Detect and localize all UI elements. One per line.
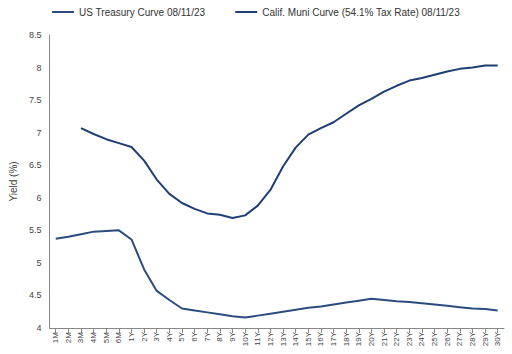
svg-text:13Y: 13Y bbox=[279, 331, 288, 346]
svg-text:19Y: 19Y bbox=[354, 331, 363, 346]
svg-text:8Y: 8Y bbox=[215, 331, 224, 341]
svg-text:26Y: 26Y bbox=[443, 331, 452, 346]
svg-text:15Y: 15Y bbox=[304, 331, 313, 346]
svg-text:17Y: 17Y bbox=[329, 331, 338, 346]
svg-text:25Y: 25Y bbox=[430, 331, 439, 346]
svg-text:5.5: 5.5 bbox=[29, 225, 42, 235]
svg-text:18Y: 18Y bbox=[342, 331, 351, 346]
svg-text:20Y: 20Y bbox=[367, 331, 376, 346]
svg-text:5: 5 bbox=[36, 258, 41, 268]
svg-text:24Y: 24Y bbox=[417, 331, 426, 346]
svg-text:11Y: 11Y bbox=[253, 331, 262, 345]
svg-text:9Y: 9Y bbox=[228, 331, 237, 341]
svg-text:22Y: 22Y bbox=[392, 331, 401, 346]
svg-text:7: 7 bbox=[36, 128, 41, 138]
svg-text:21Y: 21Y bbox=[380, 331, 389, 346]
svg-text:US Treasury Curve 08/11/23: US Treasury Curve 08/11/23 bbox=[79, 7, 205, 18]
svg-text:7.5: 7.5 bbox=[29, 95, 42, 105]
svg-text:1Y: 1Y bbox=[127, 331, 136, 341]
svg-text:Yield (%): Yield (%) bbox=[8, 161, 19, 201]
svg-text:29Y: 29Y bbox=[481, 331, 490, 346]
svg-text:14Y: 14Y bbox=[291, 331, 300, 346]
svg-text:28Y: 28Y bbox=[468, 331, 477, 346]
svg-text:3M: 3M bbox=[76, 332, 85, 343]
svg-text:2M: 2M bbox=[64, 332, 73, 343]
svg-text:27Y: 27Y bbox=[455, 331, 464, 346]
svg-text:23Y: 23Y bbox=[405, 331, 414, 346]
svg-text:30Y: 30Y bbox=[493, 331, 502, 346]
svg-text:7Y: 7Y bbox=[203, 331, 212, 341]
svg-text:16Y: 16Y bbox=[316, 331, 325, 346]
svg-text:12Y: 12Y bbox=[266, 331, 275, 346]
svg-text:8: 8 bbox=[36, 63, 41, 73]
svg-text:3Y: 3Y bbox=[152, 331, 161, 341]
svg-text:6M: 6M bbox=[114, 332, 123, 343]
svg-text:5M: 5M bbox=[102, 332, 111, 343]
svg-text:4: 4 bbox=[36, 323, 41, 333]
svg-text:6Y: 6Y bbox=[190, 331, 199, 341]
svg-text:6: 6 bbox=[36, 193, 41, 203]
svg-text:2Y: 2Y bbox=[140, 331, 149, 341]
svg-text:4Y: 4Y bbox=[165, 331, 174, 341]
svg-text:10Y: 10Y bbox=[241, 331, 250, 346]
svg-text:5Y: 5Y bbox=[177, 331, 186, 341]
svg-text:4M: 4M bbox=[89, 332, 98, 343]
svg-text:1M: 1M bbox=[51, 332, 60, 343]
svg-text:Calif. Muni Curve (54.1% Tax R: Calif. Muni Curve (54.1% Tax Rate) 08/11… bbox=[262, 7, 460, 18]
svg-text:6.5: 6.5 bbox=[29, 160, 42, 170]
svg-text:4.5: 4.5 bbox=[29, 290, 42, 300]
svg-text:8.5: 8.5 bbox=[29, 30, 42, 40]
